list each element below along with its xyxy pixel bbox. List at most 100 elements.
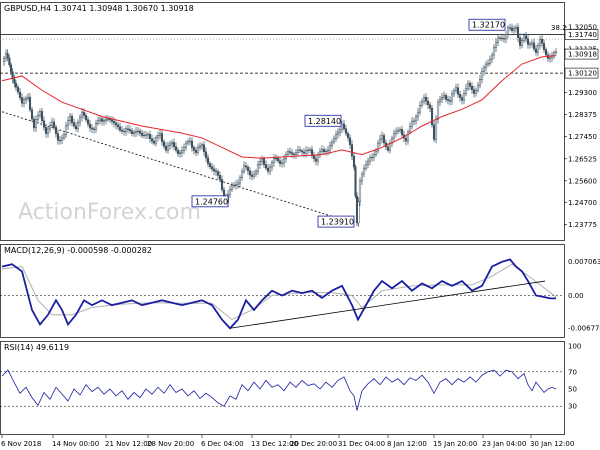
candle-body: [312, 155, 316, 159]
candle-body: [298, 149, 302, 152]
candle-body: [338, 129, 342, 133]
price-axis-tick-label: 1.23775: [568, 221, 597, 229]
candle-body: [62, 134, 66, 139]
macd-axis-tick-label: 0.00: [568, 292, 584, 300]
candle-body: [550, 55, 554, 59]
candle-body: [104, 119, 108, 121]
candle-body: [424, 97, 428, 102]
candle-body: [118, 126, 122, 131]
x-axis-tick-label: 23 Jan 04:00: [482, 440, 526, 448]
candle-body: [270, 162, 274, 168]
price-axis-tag-box: [564, 48, 599, 60]
candle-body: [76, 122, 80, 130]
candle-body: [274, 158, 278, 160]
candle-body: [302, 151, 306, 154]
candle-body: [336, 131, 340, 135]
candle-body: [400, 129, 404, 136]
candle-body: [38, 111, 42, 116]
candle-body: [282, 158, 286, 164]
candle-body: [98, 118, 102, 122]
candle-body: [502, 38, 506, 40]
candle-body: [194, 150, 198, 153]
candle-body: [348, 137, 352, 145]
price-axis-tag-label: 1.31740: [568, 31, 597, 39]
candle-body: [320, 149, 324, 153]
candle-body: [208, 163, 212, 168]
candle-body: [442, 95, 446, 98]
candle-body: [96, 120, 100, 124]
candle-body: [248, 170, 252, 176]
candle-body: [314, 158, 318, 162]
candle-body: [390, 137, 394, 144]
candle-body: [414, 116, 418, 122]
candle-body: [364, 164, 368, 169]
candle-body: [296, 149, 300, 153]
x-axis-tick-label: 14 Nov 00:00: [52, 440, 99, 448]
candle-body: [146, 134, 150, 136]
candle-body: [460, 97, 464, 101]
candle-body: [30, 109, 34, 120]
candle-body: [44, 127, 48, 134]
candle-body: [138, 130, 142, 134]
x-axis-tick-label: 8 Jan 12:00: [387, 440, 427, 448]
candle-body: [70, 115, 74, 123]
fib-level-label: 38.2: [551, 24, 567, 32]
candle-body: [2, 57, 6, 62]
candle-body: [352, 155, 356, 168]
axis-labels: 1.320501.311251.302001.293001.283751.274…: [1, 24, 600, 448]
candle-body: [202, 144, 206, 153]
candle-body: [166, 145, 170, 151]
candle-body: [262, 158, 266, 165]
candle-body: [444, 95, 448, 100]
candle-body: [238, 177, 242, 184]
candle-body: [544, 49, 548, 56]
price-annotation-box: [191, 195, 229, 208]
candle-body: [126, 128, 130, 130]
candle-body: [94, 123, 98, 130]
price-panel: [0, 2, 565, 241]
candle-body: [430, 107, 434, 126]
candle-body: [398, 129, 402, 131]
candle-body: [116, 124, 120, 128]
candle-body: [372, 154, 376, 158]
price-axis-tick-label: 1.26525: [568, 155, 597, 163]
candle-body: [490, 54, 494, 60]
candle-body: [358, 180, 362, 203]
candle-body: [488, 59, 492, 64]
candle-body: [332, 138, 336, 143]
candle-body: [492, 47, 496, 56]
candle-body: [80, 111, 84, 118]
candle-body: [24, 98, 28, 101]
candle-body: [20, 97, 24, 104]
candle-body: [178, 152, 182, 155]
candle-body: [418, 105, 422, 113]
candle-body: [378, 138, 382, 144]
candle-body: [482, 67, 486, 72]
candle-body: [510, 27, 514, 31]
x-axis-tick-label: 6 Nov 2018: [1, 440, 41, 448]
candle-body: [308, 149, 312, 151]
candle-body: [16, 86, 20, 93]
candle-body: [496, 37, 500, 43]
candle-body: [500, 37, 504, 39]
candle-body: [520, 40, 524, 46]
macd-panel: [0, 244, 565, 338]
price-annotation-label: 1.24760: [195, 197, 228, 206]
candle-body: [480, 71, 484, 80]
candle-body: [392, 132, 396, 139]
price-annotation-label: 1.32170: [472, 21, 505, 30]
candle-body: [144, 134, 148, 136]
candle-body: [472, 89, 476, 94]
candle-body: [216, 171, 220, 176]
candle-body: [346, 133, 350, 138]
candle-body: [148, 134, 152, 139]
candle-body: [440, 97, 444, 100]
candle-body: [376, 142, 380, 152]
candle-body: [536, 44, 540, 53]
candle-body: [264, 164, 268, 169]
candle-body: [140, 132, 144, 136]
candle-body: [498, 37, 502, 39]
price-axis-tag-label: 1.30918: [568, 51, 597, 59]
candle-body: [354, 166, 357, 197]
